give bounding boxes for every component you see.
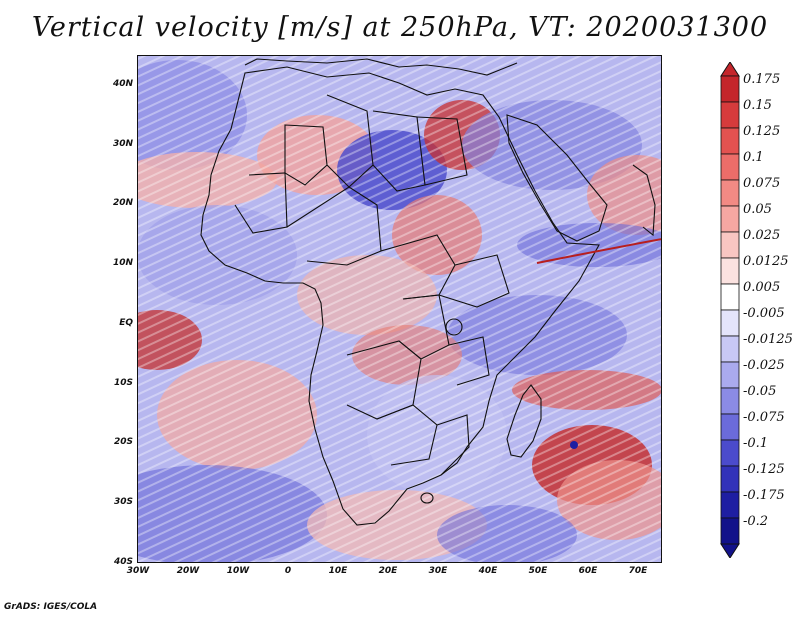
jet-streak-line (536, 238, 662, 264)
colorbar-segment (720, 205, 740, 233)
coastlines (200, 58, 656, 526)
arabia-coastline (506, 114, 608, 242)
colorbar-segment (720, 127, 740, 155)
footer-credit: GrADS: IGES/COLA (4, 602, 98, 612)
colorbar-label: 0.15 (743, 98, 772, 113)
colorbar-label: -0.2 (743, 514, 769, 529)
colorbar-segment (720, 283, 740, 311)
texture-overlay (137, 55, 662, 563)
colorbar-segment (720, 257, 740, 285)
europe-coastline (244, 58, 518, 76)
lesotho-border (420, 492, 434, 504)
colorbar-segment (720, 491, 740, 519)
colorbar-label: -0.075 (743, 410, 785, 425)
colorbar-label: 0.125 (743, 124, 781, 139)
longitude-label: 70E (628, 566, 648, 576)
border (284, 124, 328, 186)
colorbar-segment (720, 517, 740, 545)
border (448, 336, 490, 386)
latitude-label: 20N (112, 198, 133, 209)
colorbar-label: -0.1 (743, 436, 769, 451)
colorbar-label: 0.025 (743, 228, 781, 243)
border (286, 186, 382, 266)
india-coastline (632, 164, 656, 237)
longitude-label: 0 (284, 566, 292, 576)
colorbar-segment (720, 335, 740, 363)
africa-coastline (200, 66, 600, 526)
colorbar-top-arrow (720, 62, 740, 77)
colorbar-bottom-arrow (720, 543, 740, 558)
map-panel (137, 55, 662, 563)
colorbar-label: 0.1 (743, 150, 764, 165)
colorbar-label: -0.175 (743, 488, 785, 503)
latitude-label: 40S (113, 556, 133, 567)
latitude-label: 30N (112, 138, 133, 149)
colorbar (720, 62, 740, 558)
colorbar-segment (720, 361, 740, 389)
longitude-label: 10W (226, 566, 250, 576)
colorbar-label: -0.005 (743, 306, 785, 321)
border (438, 254, 510, 308)
colorbar-segment (720, 387, 740, 415)
longitude-label: 10E (328, 566, 348, 576)
colorbar-segment (720, 439, 740, 467)
lake-victoria (445, 318, 463, 336)
colorbar-label: 0.005 (743, 280, 781, 295)
latitude-label: 10S (113, 377, 133, 388)
latitude-label: 30S (113, 496, 133, 507)
latitude-label: 40N (112, 79, 133, 89)
longitude-label: 20E (378, 566, 398, 576)
border (346, 340, 422, 420)
latitude-label: EQ (119, 317, 133, 328)
colorbar-segment (720, 231, 740, 259)
chart-title: Vertical velocity [m/s] at 250hPa, VT: 2… (31, 12, 769, 43)
colorbar-label: 0.075 (743, 176, 781, 191)
colorbar-label: -0.025 (743, 358, 785, 373)
border (416, 116, 468, 186)
map-border (137, 55, 662, 563)
longitude-label: 20W (176, 566, 200, 576)
latitude-label: 10N (112, 258, 133, 269)
madagascar-coastline (506, 384, 542, 458)
colorbar-label: -0.0125 (743, 332, 793, 347)
cyclone-center (570, 441, 578, 449)
colorbar-segment (720, 413, 740, 441)
colorbar-segment (720, 465, 740, 493)
colorbar-label: 0.05 (743, 202, 772, 217)
colorbar-label: 0.0125 (743, 254, 789, 269)
longitude-label: 40E (478, 566, 498, 576)
colorbar-segment (720, 179, 740, 207)
colorbar-segment (720, 101, 740, 129)
latitude-label: 20S (113, 437, 133, 448)
colorbar-label: -0.125 (743, 462, 785, 477)
colorbar-segment (720, 153, 740, 181)
colorbar-label: 0.175 (743, 72, 781, 87)
longitude-label: 60E (578, 566, 598, 576)
longitude-label: 30E (428, 566, 448, 576)
longitude-label: 50E (528, 566, 548, 576)
colorbar-label: -0.05 (743, 384, 777, 399)
border (436, 414, 470, 476)
longitude-label: 30W (126, 566, 150, 576)
colorbar-segment (720, 309, 740, 337)
colorbar-segment (720, 75, 740, 103)
